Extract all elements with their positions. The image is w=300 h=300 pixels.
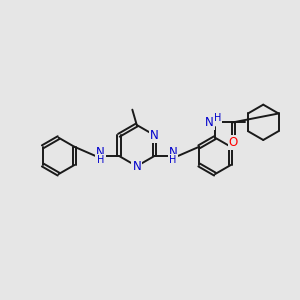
- Text: N: N: [96, 146, 105, 159]
- Text: N: N: [205, 116, 214, 129]
- Text: N: N: [150, 129, 159, 142]
- Text: O: O: [229, 136, 238, 149]
- Text: H: H: [214, 113, 222, 123]
- Text: H: H: [97, 155, 104, 165]
- Text: N: N: [132, 160, 141, 173]
- Text: H: H: [169, 155, 176, 165]
- Text: N: N: [169, 146, 177, 159]
